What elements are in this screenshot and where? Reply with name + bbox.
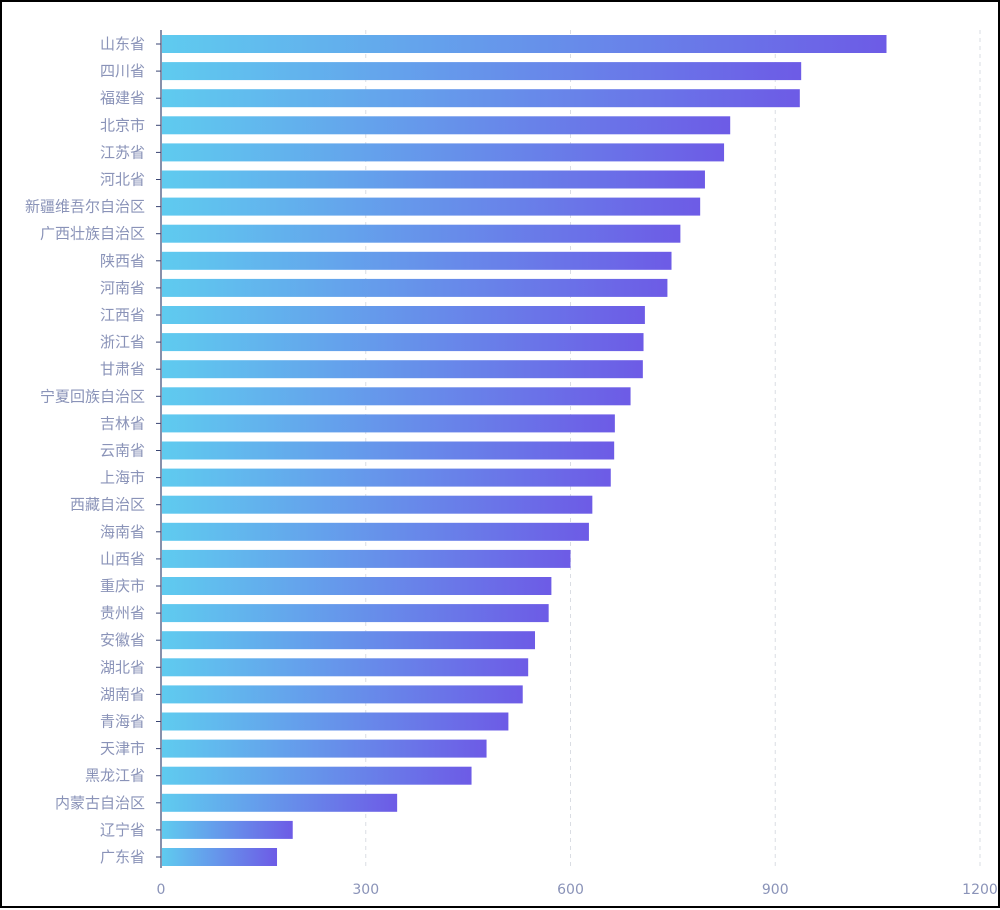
bar [162,739,487,758]
bar [162,820,293,839]
bar [162,549,571,568]
bar [162,631,536,650]
bar [162,35,887,53]
category-label: 重庆市 [100,577,145,595]
category-label: 安徽省 [100,631,145,649]
bar [162,89,800,108]
bar [162,441,615,460]
category-label: 吉林省 [100,414,145,432]
x-tick-label: 0 [157,882,166,898]
bar [162,387,631,406]
bar [162,658,529,677]
bar [162,143,725,162]
bar [162,197,701,216]
bar [162,414,615,433]
bar [162,333,644,352]
category-label: 上海市 [100,469,145,487]
category-labels: 山东省四川省福建省北京市江苏省河北省新疆维吾尔自治区广西壮族自治区陕西省河南省江… [25,35,145,866]
category-label: 宁夏回族自治区 [40,387,145,405]
bar [162,62,802,81]
bar [162,766,472,785]
bar [162,577,552,595]
category-label: 广西壮族自治区 [40,225,145,243]
category-label: 青海省 [100,713,145,731]
category-label: 黑龙江省 [85,767,145,785]
category-label: 湖北省 [100,658,145,676]
category-label: 浙江省 [100,333,145,351]
category-label: 西藏自治区 [70,496,145,514]
category-label: 北京市 [100,116,145,134]
bar [162,170,705,189]
category-label: 陕西省 [100,252,145,270]
category-label: 福建省 [100,89,145,107]
bar [162,251,672,270]
x-tick-labels: 0 300 600 900 1200 [157,882,998,898]
bar [162,793,398,812]
category-label: 山西省 [100,550,145,568]
bar [162,712,509,731]
x-tick-label: 600 [557,882,584,898]
category-label: 云南省 [100,442,145,460]
bar [162,522,589,541]
category-label: 甘肃省 [100,360,145,378]
category-label: 天津市 [100,740,145,758]
bar [162,306,645,324]
bar [162,468,611,487]
x-tick-label: 1200 [962,882,998,898]
category-label: 湖南省 [100,685,145,703]
x-tick-label: 300 [352,882,379,898]
category-label: 河南省 [100,279,145,297]
bar [162,278,668,297]
category-label: 山东省 [100,35,145,53]
category-label: 辽宁省 [100,821,145,839]
bar [162,116,731,135]
category-label: 河北省 [100,171,145,189]
bar [162,360,643,379]
bar [162,224,681,243]
axes [156,30,162,868]
bar [162,685,523,704]
bar [162,604,549,623]
category-label: 江苏省 [100,143,145,161]
bar [162,848,278,866]
bars [162,35,887,866]
x-tick-label: 900 [762,882,789,898]
category-label: 内蒙古自治区 [55,794,145,812]
category-label: 海南省 [100,523,145,541]
category-label: 四川省 [100,62,145,80]
category-label: 江西省 [100,306,145,324]
category-label: 新疆维吾尔自治区 [25,198,145,216]
category-label: 广东省 [100,848,145,866]
category-label: 贵州省 [100,604,145,622]
bar [162,495,593,514]
